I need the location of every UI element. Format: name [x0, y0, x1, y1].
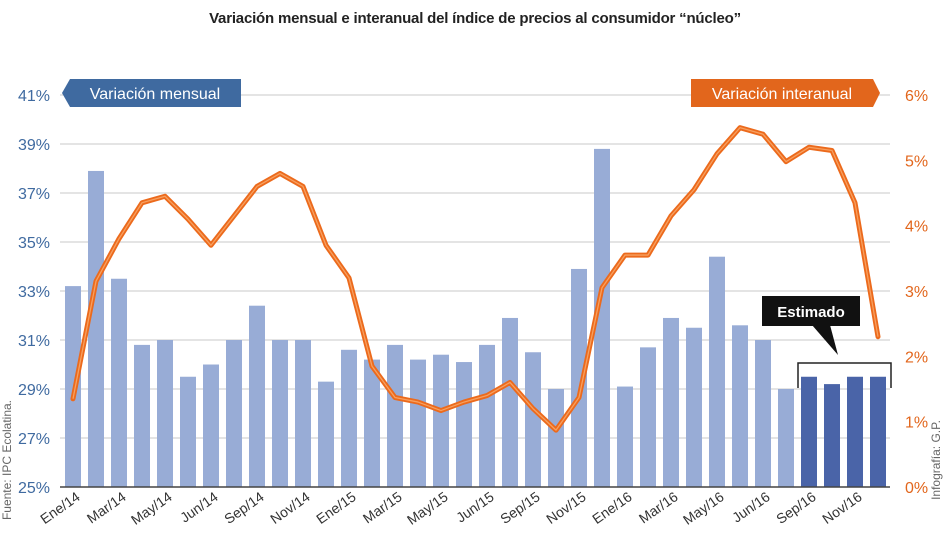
- right-tick-label: 6%: [905, 88, 928, 105]
- x-tick-label: Mar/16: [636, 488, 681, 526]
- bar: [134, 344, 150, 487]
- bar: [686, 327, 702, 487]
- bar: [801, 376, 817, 487]
- bar: [364, 359, 380, 487]
- bar: [732, 325, 748, 487]
- x-tick-label: Jun/15: [453, 488, 497, 525]
- x-tick-label: Mar/15: [360, 488, 405, 526]
- left-axis-label: Variación mensual: [90, 86, 220, 103]
- bar: [870, 376, 886, 487]
- bar: [249, 305, 265, 487]
- bar: [594, 148, 610, 487]
- right-tick-label: 5%: [905, 153, 928, 170]
- chart-title: Variación mensual e interanual del índic…: [209, 10, 741, 27]
- x-tick-label: Sep/15: [497, 488, 543, 527]
- left-tick-label: 33%: [18, 284, 50, 301]
- bar: [663, 317, 679, 487]
- bar: [433, 354, 449, 487]
- bar: [525, 352, 541, 487]
- right-axis-tag: [691, 79, 880, 107]
- bar: [318, 381, 334, 487]
- x-tick-label: Mar/14: [84, 488, 129, 526]
- bar: [640, 347, 656, 487]
- x-tick-label: Ene/16: [589, 488, 635, 527]
- bar: [456, 362, 472, 487]
- line-series-highlight: [72, 127, 879, 431]
- x-tick-label: Ene/15: [313, 488, 359, 527]
- credit-note: Infografía: G.P.: [929, 420, 943, 500]
- estimated-bracket: [797, 362, 892, 388]
- x-tick-label: May/15: [404, 488, 451, 528]
- bar: [88, 170, 104, 487]
- right-tick-label: 1%: [905, 415, 928, 432]
- bar: [824, 384, 840, 487]
- bar: [341, 349, 357, 487]
- right-tick-label: 3%: [905, 284, 928, 301]
- left-tick-label: 27%: [18, 431, 50, 448]
- bar: [272, 340, 288, 487]
- bar: [180, 376, 196, 487]
- x-tick-label: May/16: [680, 488, 727, 528]
- annotation-label: Estimado: [777, 304, 845, 321]
- left-tick-label: 35%: [18, 235, 50, 252]
- x-tick-label: May/14: [128, 488, 175, 528]
- x-tick-label: Nov/15: [543, 488, 589, 527]
- left-tick-label: 31%: [18, 333, 50, 350]
- bar: [502, 317, 518, 487]
- bar: [709, 256, 725, 487]
- annotation-box: [762, 296, 860, 326]
- left-axis-tag: [62, 79, 241, 107]
- right-tick-label: 0%: [905, 480, 928, 497]
- bar: [157, 340, 173, 487]
- bar: [111, 278, 127, 487]
- right-axis-label: Variación interanual: [712, 86, 852, 103]
- bar: [755, 340, 771, 487]
- bar: [387, 344, 403, 487]
- left-tick-label: 29%: [18, 382, 50, 399]
- x-tick-label: Sep/14: [221, 488, 267, 527]
- x-tick-label: Nov/14: [267, 488, 313, 527]
- right-tick-label: 4%: [905, 219, 928, 236]
- annotation-pointer: [812, 325, 838, 355]
- x-tick-label: Jun/14: [177, 488, 221, 525]
- bar: [847, 376, 863, 487]
- x-tick-label: Sep/16: [773, 488, 819, 527]
- bar: [226, 340, 242, 487]
- bar: [203, 364, 219, 487]
- bar: [479, 344, 495, 487]
- source-note: Fuente: IPC Ecolatina.: [0, 399, 14, 521]
- left-tick-label: 25%: [18, 480, 50, 497]
- bar: [571, 268, 587, 487]
- left-tick-label: 41%: [18, 88, 50, 105]
- bar: [778, 389, 794, 487]
- bar: [295, 340, 311, 487]
- x-tick-label: Nov/16: [819, 488, 865, 527]
- x-tick-label: Jun/16: [729, 488, 773, 525]
- bar: [617, 386, 633, 487]
- right-tick-label: 2%: [905, 349, 928, 366]
- left-tick-label: 39%: [18, 137, 50, 154]
- left-tick-label: 37%: [18, 186, 50, 203]
- bar: [548, 389, 564, 487]
- bar: [410, 359, 426, 487]
